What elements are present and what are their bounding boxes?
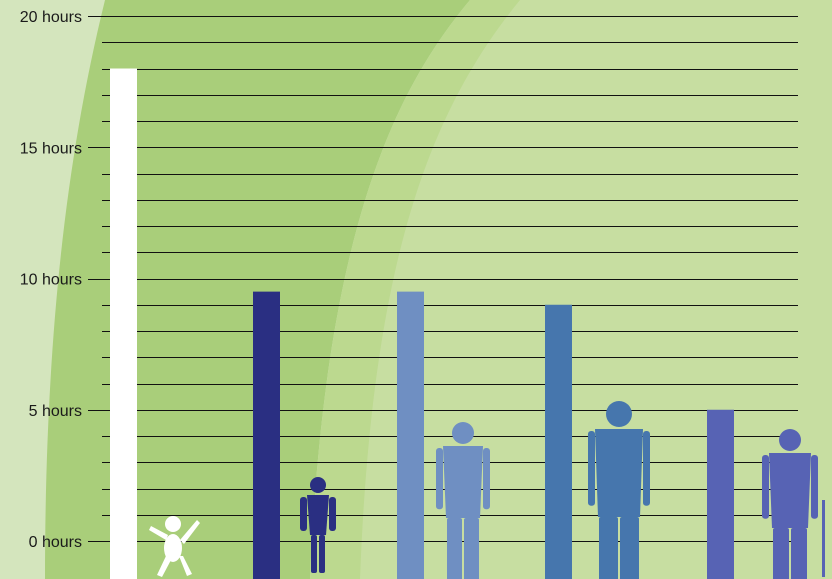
- figure-right-arm: [329, 497, 336, 531]
- child-silhouette-icon: [300, 477, 336, 573]
- y-tick-label: 20 hours: [20, 9, 82, 26]
- y-tick-label: 10 hours: [20, 272, 82, 289]
- figure-torso: [443, 446, 483, 518]
- figure-torso: [769, 453, 811, 528]
- figure-cane: [822, 500, 825, 577]
- y-tick-label: 5 hours: [29, 403, 82, 420]
- figure-right-leg: [791, 528, 807, 579]
- figure-left-leg: [157, 556, 171, 577]
- background-arc-dark: [45, 0, 470, 579]
- figure-left-arm: [762, 455, 769, 519]
- y-tick-label: 15 hours: [20, 140, 82, 157]
- bar-child: [253, 291, 280, 579]
- figure-head: [165, 516, 181, 532]
- figure-torso: [307, 495, 329, 535]
- figure-right-leg: [319, 535, 325, 573]
- figure-left-leg: [773, 528, 789, 579]
- figure-head: [310, 477, 326, 493]
- bar-older-adult: [707, 409, 734, 579]
- figure-left-leg: [311, 535, 317, 573]
- figure-right-arm: [483, 448, 490, 510]
- figure-right-arm: [811, 455, 818, 519]
- people-silhouettes: [149, 401, 825, 579]
- y-tick-label: 0 hours: [29, 534, 82, 551]
- figure-right-leg: [464, 518, 479, 579]
- figure-head: [779, 429, 801, 451]
- figure-head: [606, 401, 632, 427]
- adult-silhouette-icon: [588, 401, 650, 579]
- figure-left-arm: [436, 448, 443, 510]
- figure-left-arm: [149, 526, 168, 540]
- teen-silhouette-icon: [436, 422, 490, 579]
- bars: [110, 68, 734, 579]
- elderly-silhouette-icon: [762, 429, 825, 579]
- figure-right-arm: [643, 431, 650, 506]
- figure-left-leg: [447, 518, 462, 579]
- y-axis-ticks: 0 hours 5 hours 10 hours 15 hours 20 hours: [20, 9, 102, 551]
- figure-right-leg: [179, 556, 192, 576]
- baby-silhouette-icon: [149, 516, 200, 577]
- figure-right-leg: [620, 517, 639, 579]
- figure-torso: [164, 534, 182, 562]
- figure-left-leg: [599, 517, 618, 579]
- figure-left-arm: [588, 431, 595, 506]
- bar-infant: [110, 68, 137, 579]
- figure-torso: [595, 429, 643, 517]
- bar-adult: [545, 304, 572, 579]
- figure-left-arm: [300, 497, 307, 531]
- figure-right-arm: [180, 520, 200, 544]
- bar-teen: [397, 291, 424, 579]
- figure-head: [452, 422, 474, 444]
